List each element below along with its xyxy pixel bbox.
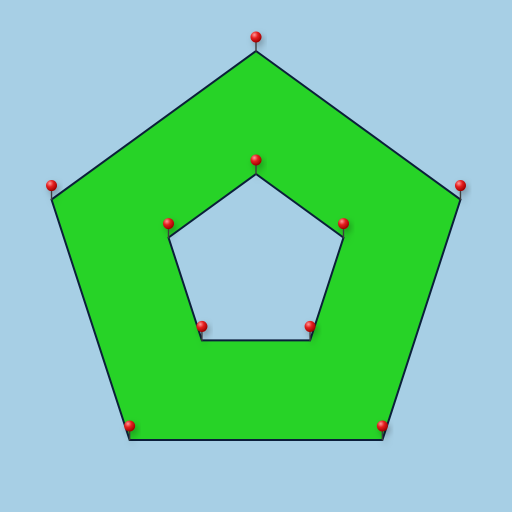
push-pin-icon xyxy=(251,32,262,52)
diagram-canvas xyxy=(0,0,512,512)
pentagon-annulus-svg xyxy=(0,0,512,512)
pentagon-annulus xyxy=(52,51,461,440)
